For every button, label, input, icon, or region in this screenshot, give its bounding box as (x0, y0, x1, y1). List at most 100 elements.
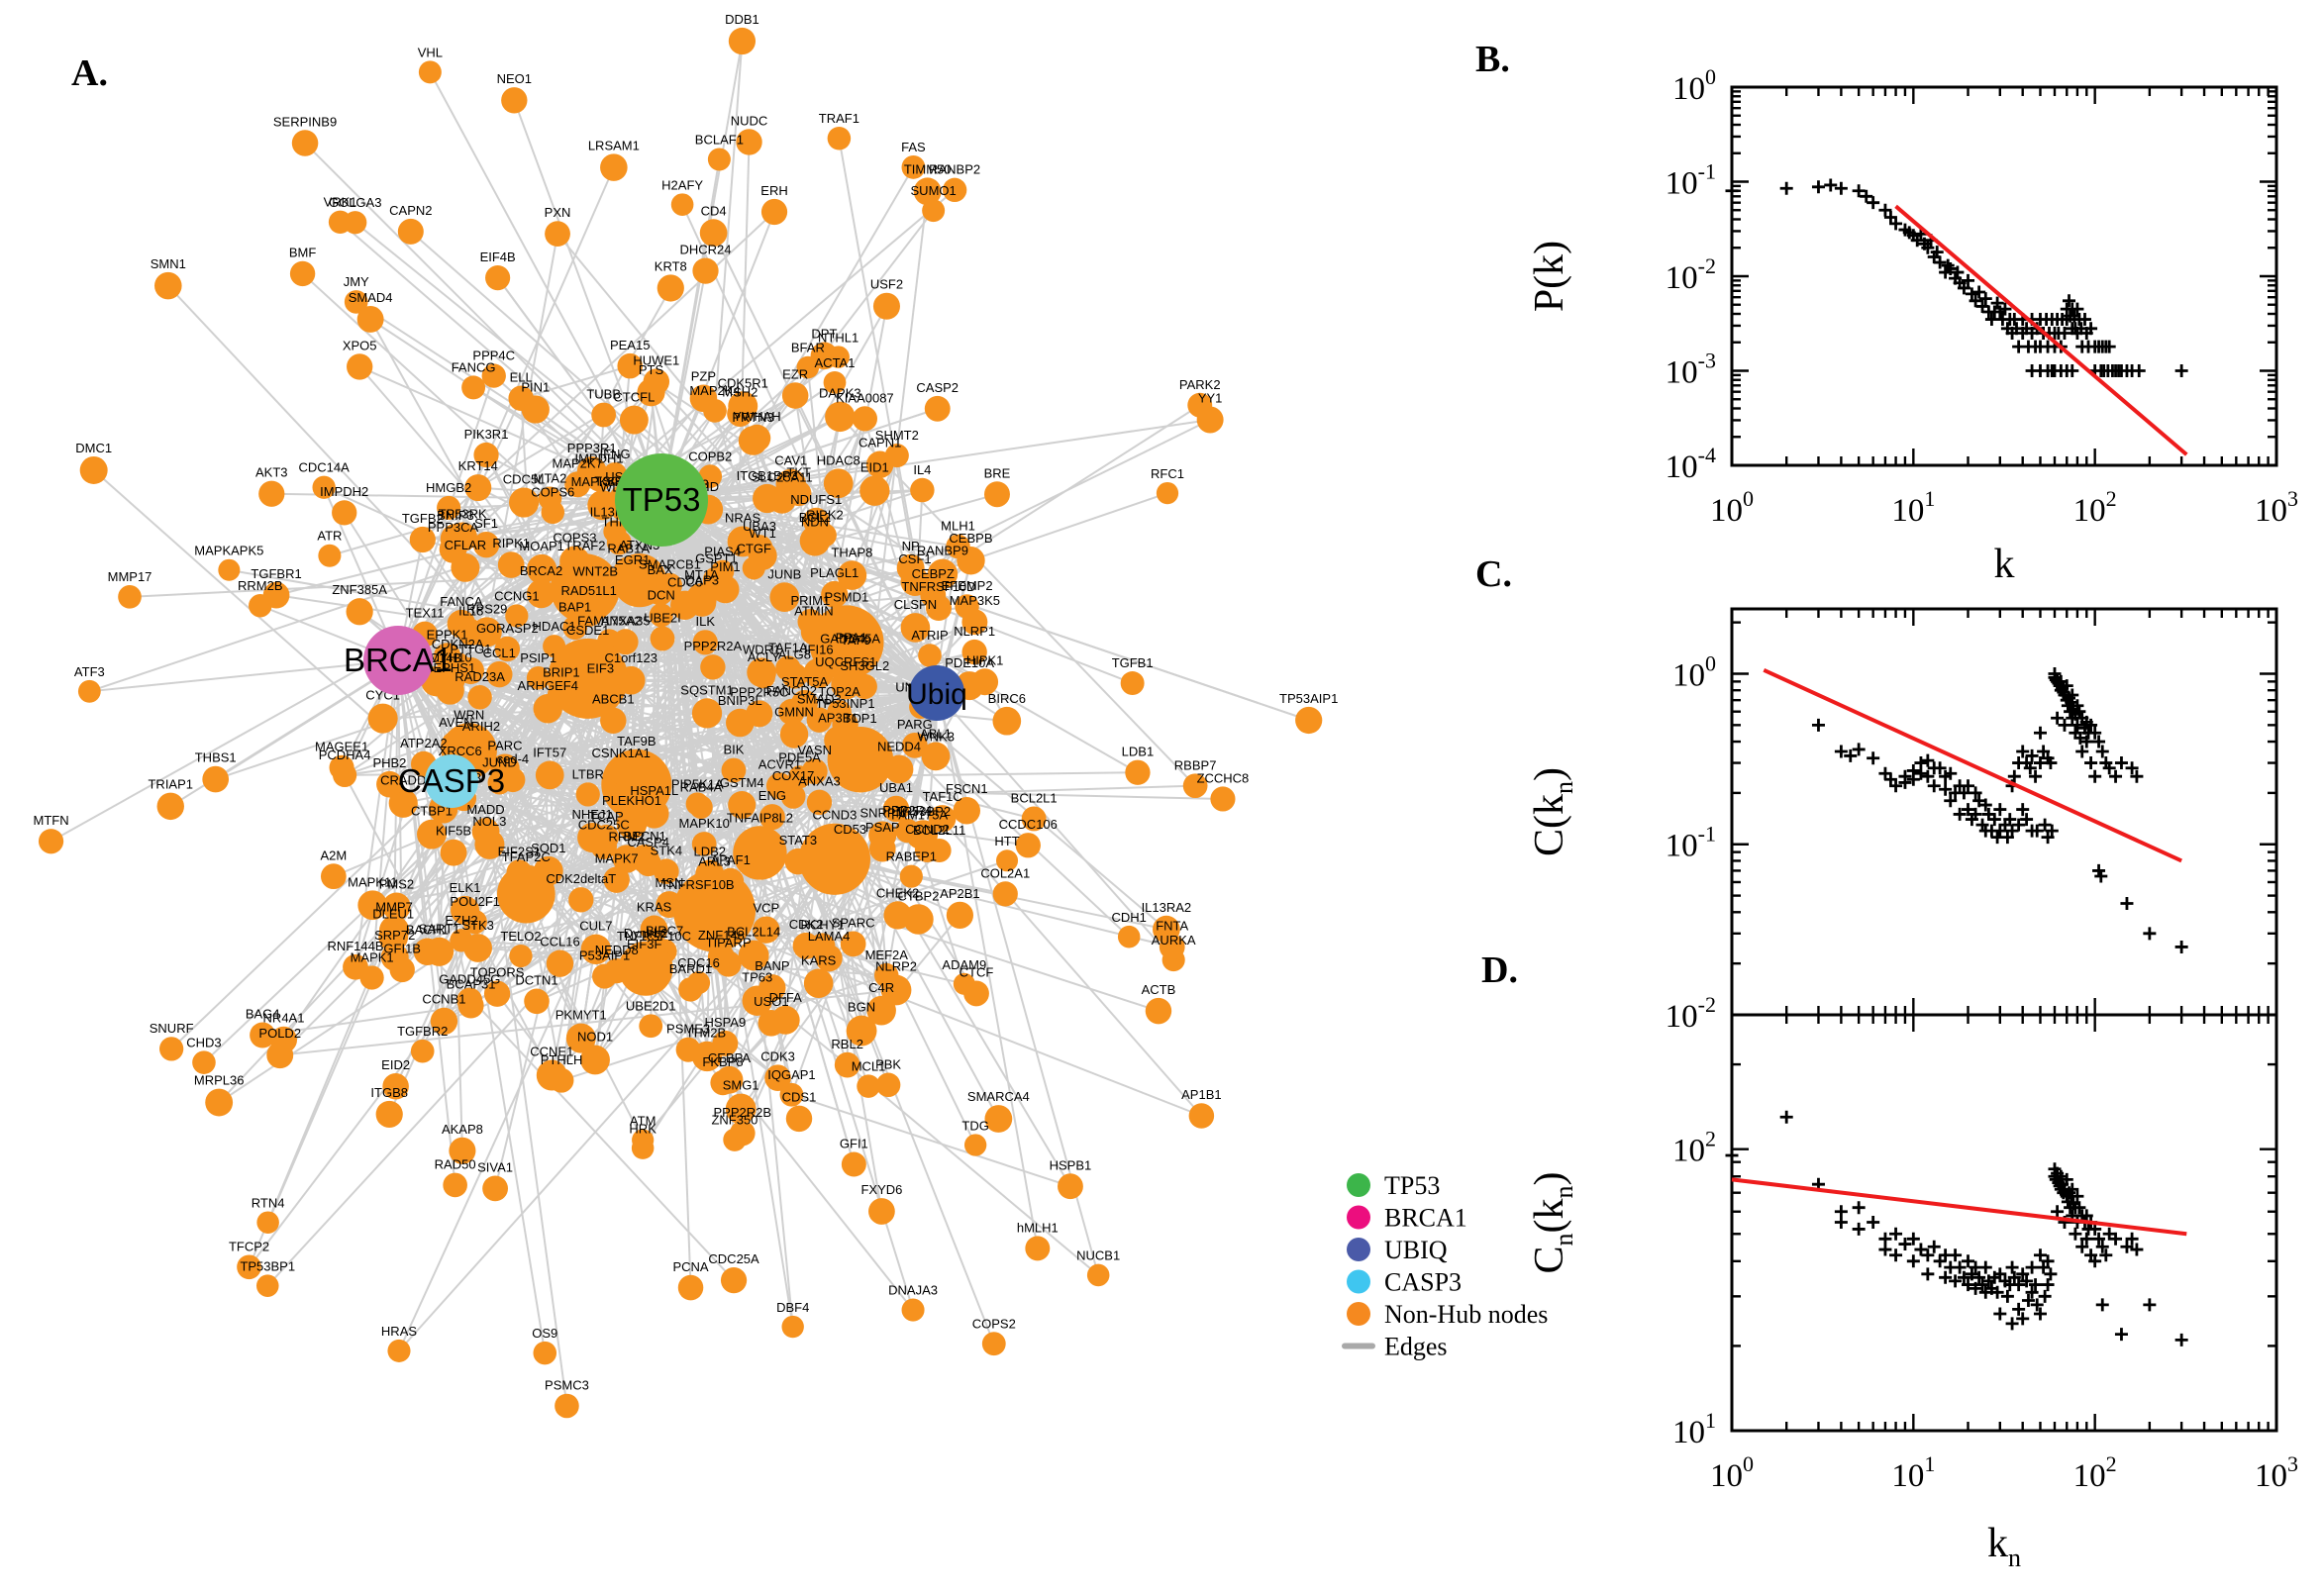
network-node-label: ELK1 (450, 880, 481, 895)
network-node-label: TGFB1 (1112, 655, 1154, 670)
network-node (649, 603, 673, 628)
network-edge (936, 692, 1174, 961)
network-node-label: WNT2B (573, 563, 619, 578)
network-node-label: PTS (639, 362, 664, 377)
network-nodes (38, 27, 1323, 1419)
network-node (685, 792, 709, 816)
network-node-label: TIPARP (706, 935, 752, 949)
network-node-label: KIF5B (436, 824, 471, 839)
network-node (382, 892, 411, 921)
network-node-label: PIP5K1A (671, 776, 724, 791)
network-edge (503, 768, 563, 1081)
network-node-label: CHD3 (186, 1035, 221, 1049)
network-node-label: GSPT1 (695, 551, 738, 566)
network-node (846, 1015, 877, 1047)
network-node-label: MAPK11 (348, 874, 397, 889)
network-node-label: YY1 (1198, 391, 1223, 406)
network-node-label: FNTA (1156, 919, 1188, 934)
network-node-label: SQSTM1 (680, 682, 733, 697)
network-node-label: RIPK1 (492, 536, 530, 550)
network-node-label: RTN4 (252, 1195, 285, 1210)
network-node-label: ZNF148 (698, 928, 745, 943)
network-node (686, 583, 717, 614)
network-node (509, 945, 533, 968)
network-node (38, 829, 64, 854)
network-node-label: GADD45G (439, 972, 500, 987)
network-node (901, 1298, 925, 1322)
network-node (256, 1211, 279, 1234)
network-node (901, 732, 928, 758)
network-node-label: FAM175A2 (577, 613, 641, 628)
network-node-label: JMY (344, 274, 369, 289)
x-tick-label: 101 (1891, 1451, 1935, 1494)
network-node-label: TNFAIP8L2 (727, 810, 793, 825)
network-node (707, 148, 731, 171)
network-node (841, 1151, 866, 1177)
network-edge (791, 1093, 1071, 1188)
network-node (788, 765, 812, 789)
network-node (715, 1065, 744, 1094)
network-edge (398, 954, 755, 1352)
network-node (834, 1051, 860, 1078)
network-node-label: CDC25A (708, 1251, 759, 1266)
network-node-label: CEBPZ (912, 566, 955, 581)
network-node (643, 368, 670, 395)
network-node-label: RCHY1 (801, 917, 845, 932)
network-node-label: JUND (482, 755, 517, 770)
network-node-label: MAP3K5 (950, 593, 1000, 608)
network-node-label: CUL7 (579, 919, 612, 934)
network-node-label: PXN (545, 205, 571, 220)
network-node (692, 630, 718, 655)
network-node (471, 818, 500, 846)
network-node (738, 940, 769, 971)
network-node (742, 556, 765, 580)
network-node-label: WT1 (749, 526, 775, 541)
network-node-label: RNF144B (327, 939, 383, 953)
network-node (565, 1023, 596, 1053)
network-node-label: CCND2 (905, 822, 950, 837)
network-node (779, 720, 809, 748)
y-axis-title: P(k) (1527, 241, 1572, 312)
network-node-label: FSCN1 (946, 781, 988, 796)
network-node (549, 1067, 574, 1093)
network-node (838, 646, 865, 673)
network-node (464, 474, 492, 502)
network-node-label: CCL1 (483, 646, 516, 660)
network-node-label: CCDC106 (999, 817, 1058, 832)
x-tick-label: 100 (1710, 1451, 1754, 1494)
network-node (639, 1014, 663, 1039)
network-node-label: APAF1 (711, 852, 751, 867)
network-node (640, 915, 668, 944)
network-node-label: ARIH2 (462, 719, 500, 734)
network-node (613, 556, 644, 587)
network-node-label: ACLY (748, 649, 780, 664)
network-node (592, 963, 618, 989)
network-node-label: SART1 (419, 922, 460, 937)
hub-label-tp53: TP53 (623, 481, 701, 518)
network-node-label: UBE2I (644, 611, 681, 626)
network-node (449, 1137, 476, 1164)
network-node-label: ACVR1 (758, 756, 801, 771)
network-node (344, 290, 368, 314)
hub-node-casp3 (425, 754, 478, 808)
network-node-label: CTGF (737, 541, 771, 555)
network-node (1058, 1173, 1083, 1200)
network-node-label: COX17 (772, 768, 815, 783)
y-tick-label: 10-2 (1666, 992, 1716, 1035)
network-node (467, 735, 495, 763)
network-node-label: TP53BP2 (895, 804, 951, 819)
legend-swatch-ubiq (1347, 1238, 1370, 1261)
network-node-label: FANCD2 (766, 683, 817, 698)
network-node (765, 772, 793, 800)
network-node (769, 582, 800, 613)
network-node (703, 398, 727, 423)
network-node (942, 177, 967, 203)
network-node-label: FANCA (440, 594, 483, 609)
network-node-label: OS9 (532, 1326, 557, 1341)
network-node-label: TP63 (742, 970, 772, 985)
network-node (984, 1105, 1013, 1133)
network-node-label: SHMT2 (875, 428, 919, 443)
network-node (472, 531, 500, 558)
x-tick-label: 102 (2073, 486, 2117, 529)
network-node-label: EGR1 (615, 552, 650, 567)
